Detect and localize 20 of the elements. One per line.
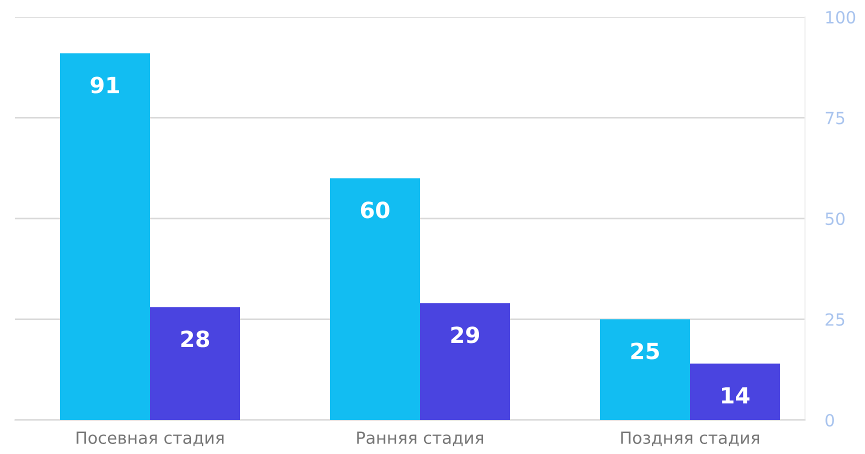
- y-tick-label: 50: [826, 212, 845, 226]
- data-label: 29: [451, 326, 480, 344]
- x-tick-label: Ранняя стадия: [357, 432, 484, 446]
- data-label: 28: [181, 330, 210, 348]
- bar: [150, 307, 240, 420]
- data-label: 14: [722, 387, 750, 404]
- data-label: 60: [360, 202, 390, 218]
- x-tick-label: Посевная стадия: [76, 432, 224, 446]
- bar: [600, 319, 690, 420]
- bar: [60, 53, 150, 420]
- bar: [690, 364, 780, 420]
- x-tick-label: Поздняя стадия: [621, 432, 759, 446]
- bar: [330, 178, 420, 420]
- bar: [420, 303, 510, 420]
- y-tick-label: 25: [826, 313, 844, 326]
- y-tick-label: 75: [826, 112, 844, 124]
- data-label: 91: [90, 76, 119, 94]
- data-label: 25: [631, 342, 659, 360]
- y-tick-label: 100: [826, 10, 856, 24]
- y-tick-label: 0: [826, 414, 834, 427]
